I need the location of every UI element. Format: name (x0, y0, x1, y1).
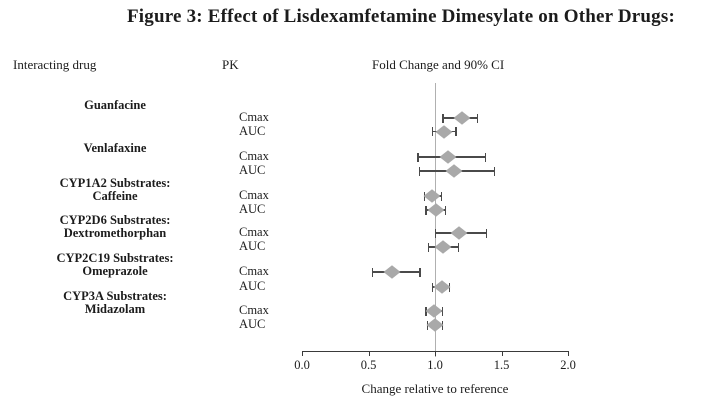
group-label: CYP2D6 Substrates: (59, 213, 171, 227)
x-axis-tick (368, 351, 370, 356)
x-axis-label: Change relative to reference (361, 381, 509, 396)
ci-cap-right (484, 152, 487, 162)
ci-cap-left (431, 127, 434, 136)
pk-row-label: AUC (239, 317, 266, 331)
point-estimate-diamond (383, 265, 401, 279)
x-axis-tick-label: 1.0 (427, 358, 443, 372)
ci-cap-left (431, 282, 434, 292)
x-axis-tick (501, 351, 503, 356)
ci-cap-right (444, 205, 447, 215)
pk-row-label: AUC (239, 163, 266, 177)
x-axis-tick (568, 351, 570, 356)
pk-row-label: AUC (239, 202, 266, 216)
pk-row-label: Cmax (239, 149, 269, 163)
pk-row-label: Cmax (239, 264, 269, 278)
ci-cap-left (418, 166, 421, 176)
group-label: Guanfacine (84, 98, 146, 112)
group-label: Caffeine (92, 189, 138, 203)
pk-row-label: AUC (239, 239, 266, 253)
x-axis-tick (302, 351, 304, 356)
ci-cap-right (457, 242, 460, 252)
pk-row-label: AUC (239, 123, 266, 138)
point-estimate-diamond (450, 226, 468, 240)
ci-cap-left (371, 267, 374, 277)
pk-row-label: AUC (239, 279, 266, 293)
ci-cap-right (419, 267, 421, 277)
point-estimate-diamond (426, 318, 444, 332)
column-header-interacting-drug: Interacting drug (13, 57, 97, 72)
ci-cap-right (485, 228, 488, 238)
point-estimate-diamond (434, 240, 452, 254)
group-label: CYP1A2 Substrates: (59, 176, 171, 190)
point-estimate-diamond (445, 164, 463, 178)
pk-row-label: Cmax (239, 225, 269, 239)
group-label: CYP3A Substrates: (63, 289, 167, 303)
column-header-fold-change: Fold Change and 90% CI (372, 57, 505, 72)
group-label: Midazolam (84, 302, 146, 316)
group-label: Omeprazole (82, 264, 148, 278)
ci-cap-left (417, 152, 419, 162)
x-axis-tick-label: 0.5 (360, 358, 377, 372)
ci-cap-right (441, 306, 444, 316)
pk-row-label: Cmax (239, 110, 269, 124)
figure-title: Figure 3: Effect of Lisdexamfetamine Dim… (126, 6, 675, 27)
x-axis-tick-label: 1.5 (493, 358, 510, 372)
group-label: CYP2C19 Substrates: (56, 251, 174, 265)
reference-line (435, 83, 437, 357)
ci-cap-right (476, 113, 479, 123)
x-axis-tick-label: 2.0 (560, 358, 576, 372)
pk-row-label: Cmax (239, 188, 269, 202)
pk-row-label: Cmax (239, 303, 269, 317)
ci-cap-right (440, 191, 443, 201)
ci-cap-left (442, 113, 444, 123)
ci-cap-left (434, 228, 436, 238)
point-estimate-diamond (427, 203, 445, 217)
point-estimate-diamond (439, 150, 457, 164)
point-estimate-diamond (425, 304, 443, 318)
point-estimate-diamond (435, 124, 453, 139)
group-label: Venlafaxine (83, 141, 147, 155)
point-estimate-diamond (453, 111, 471, 125)
ci-cap-right (493, 166, 496, 176)
x-axis-tick-label: 0.0 (294, 358, 310, 372)
ci-cap-right (455, 127, 457, 136)
ci-cap-left (427, 242, 430, 252)
ci-cap-left (425, 205, 427, 215)
x-axis-tick (435, 351, 437, 356)
group-label: Dextromethorphan (63, 226, 167, 240)
point-estimate-diamond (423, 189, 441, 203)
column-header-pk: PK (222, 57, 239, 72)
